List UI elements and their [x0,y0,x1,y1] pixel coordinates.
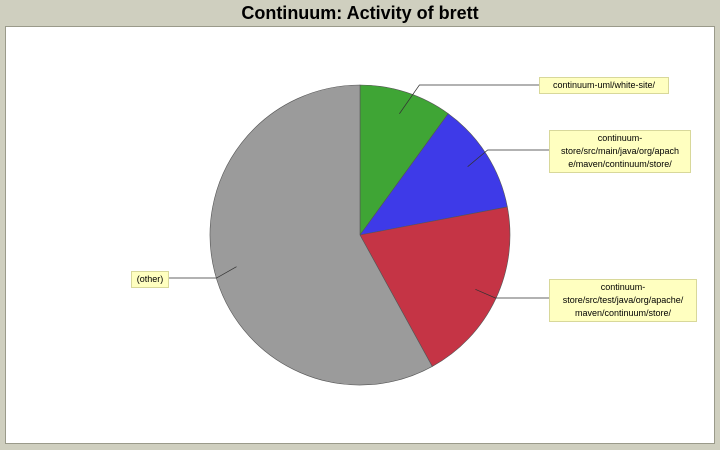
slice-label-store-test: continuum- store/src/test/java/org/apach… [549,279,697,322]
slice-label-store-main: continuum- store/src/main/java/org/apach… [549,130,691,173]
label-connector [399,84,539,114]
slice-label-line: store/src/test/java/org/apache/ [562,295,684,305]
slice-label-uml-white-site: continuum-uml/white-site/ [539,77,669,94]
pie-slice [359,206,511,367]
slice-label-other: (other) [131,271,169,288]
label-connector [467,149,549,167]
slice-label-line: maven/continuum/store/ [574,308,672,318]
slice-label-line: continuum- [600,282,646,292]
pie-slice [359,84,449,236]
slice-label-line: continuum- [597,133,643,143]
slice-label-line: e/maven/continuum/store/ [568,159,672,169]
label-connector [475,288,549,299]
pie-slice [209,84,433,386]
slice-label-text: continuum-uml/white-site/ [552,80,656,90]
label-connector [169,266,237,279]
chart-title: Continuum: Activity of brett [241,3,479,23]
slice-label-text: (other) [136,274,164,284]
pie-slice [359,113,508,236]
slice-label-line: store/src/main/java/org/apach [560,146,680,156]
